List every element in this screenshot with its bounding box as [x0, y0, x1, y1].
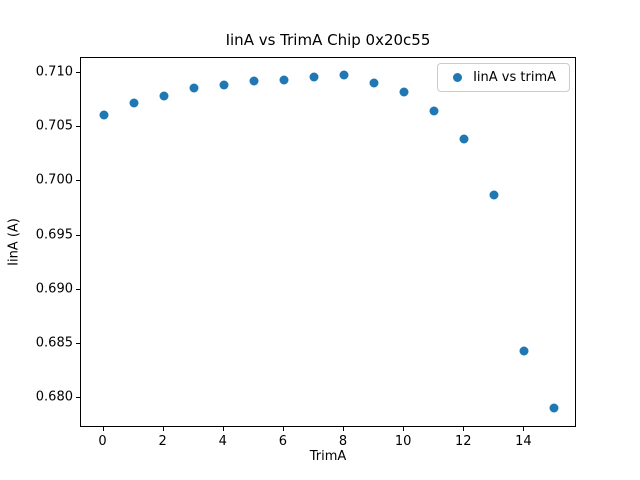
x-tick-mark — [523, 427, 524, 431]
x-tick-label: 8 — [338, 434, 348, 449]
data-point — [279, 75, 289, 85]
data-point — [99, 110, 109, 120]
x-tick-mark — [403, 427, 404, 431]
y-tick-label: 0.710 — [35, 64, 73, 80]
plot-area: IinA vs trimA — [80, 57, 576, 427]
x-tick-label: 4 — [218, 434, 227, 449]
y-axis-label: IinA (A) — [6, 218, 22, 266]
y-tick-mark — [76, 72, 80, 73]
y-tick-mark — [76, 180, 80, 181]
x-tick-mark — [283, 427, 284, 431]
x-tick-label: 14 — [515, 434, 532, 449]
data-point — [339, 70, 349, 80]
x-tick-label: 0 — [98, 434, 107, 449]
data-point — [219, 80, 229, 90]
y-tick-label: 0.695 — [35, 227, 73, 242]
chart-title: IinA vs TrimA Chip 0x20c55 — [225, 31, 431, 49]
x-tick-label: 2 — [158, 434, 167, 449]
y-tick-mark — [76, 235, 80, 236]
data-point — [309, 72, 319, 82]
y-tick-label: 0.680 — [35, 389, 73, 405]
data-point — [459, 134, 469, 144]
data-point — [489, 190, 499, 200]
x-tick-mark — [223, 427, 224, 431]
data-point — [249, 76, 259, 86]
legend: IinA vs trimA — [437, 63, 570, 92]
y-tick-mark — [76, 126, 80, 127]
y-tick-label: 0.685 — [35, 335, 73, 351]
data-point — [369, 78, 379, 88]
data-point — [549, 403, 559, 413]
x-tick-mark — [463, 427, 464, 431]
data-point — [399, 87, 409, 97]
data-point — [519, 346, 529, 356]
legend-label: IinA vs trimA — [473, 70, 556, 85]
x-axis-label: TrimA — [309, 449, 347, 464]
y-tick-mark — [76, 343, 80, 344]
x-tick-mark — [163, 427, 164, 431]
legend-marker-icon — [453, 73, 463, 82]
y-tick-label: 0.690 — [35, 281, 73, 297]
data-point — [159, 91, 169, 101]
y-tick-mark — [76, 397, 80, 398]
y-tick-mark — [76, 289, 80, 290]
data-point — [189, 83, 199, 93]
data-point — [429, 106, 439, 116]
data-point — [129, 98, 139, 108]
y-tick-label: 0.705 — [35, 118, 73, 134]
x-tick-label: 12 — [454, 434, 472, 449]
x-tick-label: 10 — [394, 434, 412, 449]
x-tick-mark — [343, 427, 344, 431]
x-tick-label: 6 — [278, 434, 288, 449]
y-tick-label: 0.700 — [35, 172, 73, 188]
x-tick-mark — [103, 427, 104, 431]
